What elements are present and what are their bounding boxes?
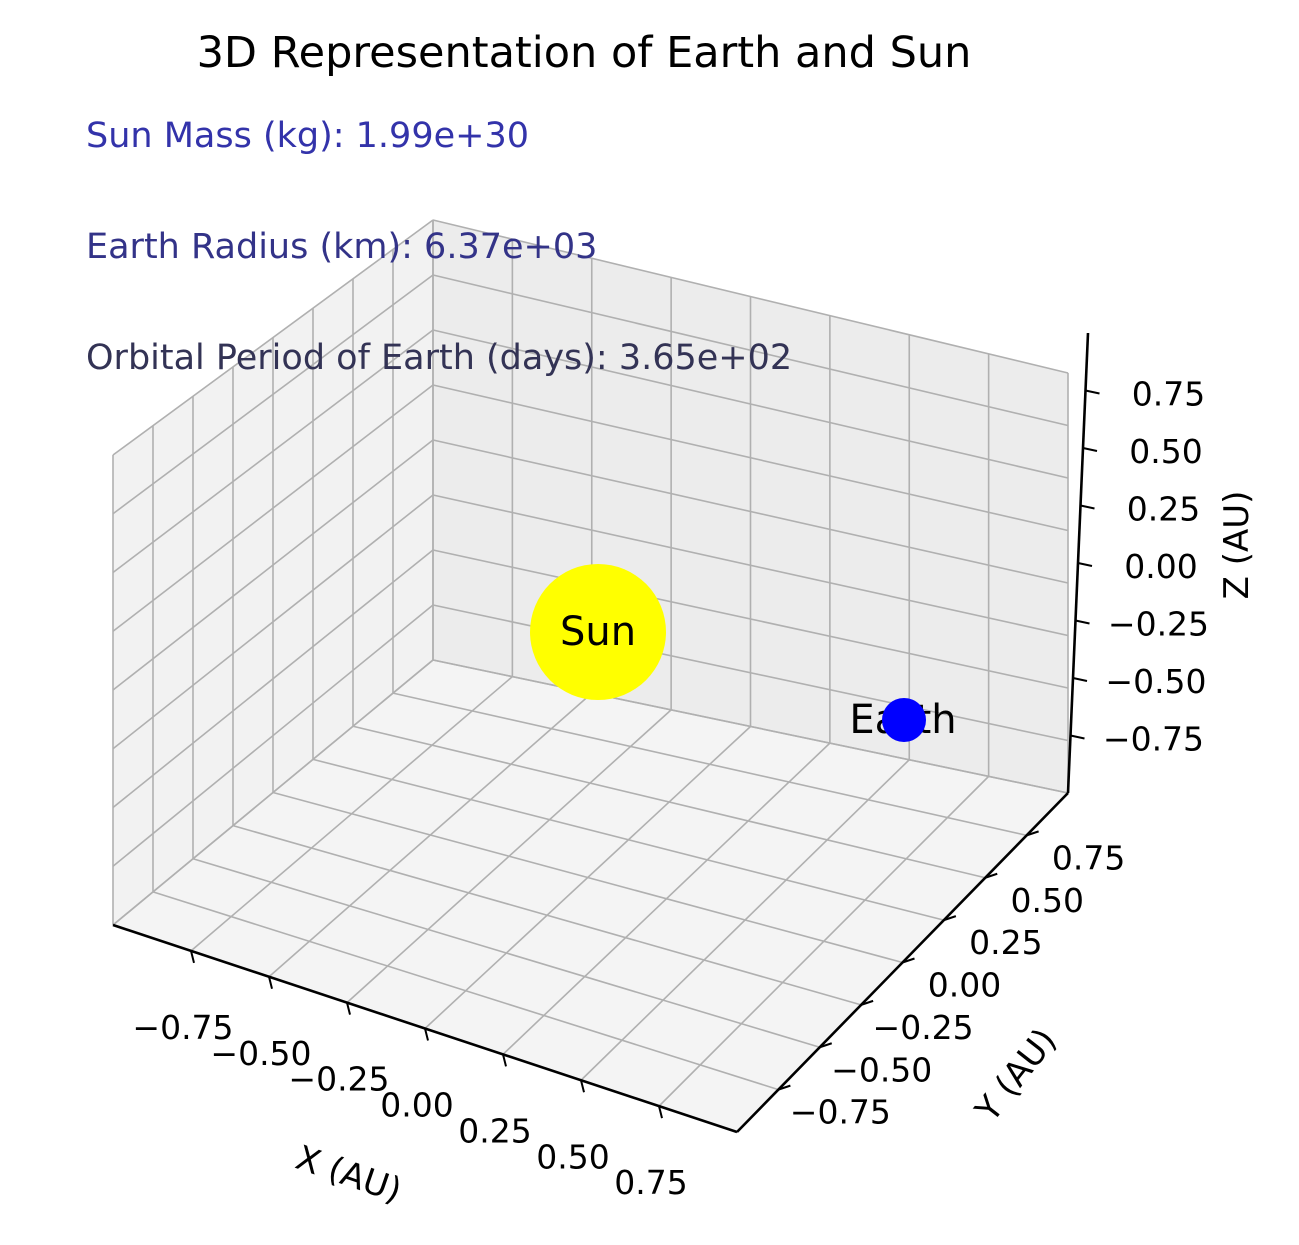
x-tick: [190, 950, 195, 964]
x-tick-label: 0.50: [536, 1137, 609, 1176]
z-tick: [1075, 619, 1090, 625]
x-tick-label: −0.75: [132, 1008, 233, 1047]
z-tick-label: −0.50: [1105, 662, 1206, 701]
grid-line: [272, 791, 903, 964]
z-tick-label: −0.75: [1103, 720, 1204, 759]
grid-line: [112, 274, 434, 515]
sun-label: Sun: [560, 609, 636, 655]
y-tick-label: 0.00: [928, 966, 1001, 1005]
y-axis-label: Y (AU): [967, 1021, 1065, 1130]
x-tick-label: 0.75: [614, 1163, 687, 1202]
x-tick-label: −0.50: [210, 1034, 311, 1073]
grid-line: [112, 219, 434, 456]
z-tick: [1070, 734, 1085, 740]
tick-marks: [190, 389, 1100, 1119]
data-points: SunEarth: [530, 564, 957, 743]
sun-marker: [530, 564, 666, 700]
x-tick: [502, 1054, 507, 1067]
grid-line: [432, 329, 1069, 479]
z-tick-label: 0.75: [1132, 375, 1205, 414]
z-tick: [1080, 504, 1095, 510]
grid-line: [658, 775, 990, 1107]
earth-marker: [882, 698, 926, 742]
z-tick: [1085, 389, 1100, 395]
grid-line: [502, 742, 831, 1055]
y-tick: [860, 999, 874, 1006]
x-tick: [658, 1105, 663, 1119]
chart-title: 3D Representation of Earth and Sun: [197, 28, 972, 78]
x-tick-label: −0.25: [288, 1060, 389, 1099]
z-tick-label: 0.50: [1129, 432, 1202, 471]
grid-line: [352, 725, 986, 879]
annotation-sun-mass: Sun Mass (kg): 1.99e+30: [86, 116, 529, 156]
x-tick: [424, 1028, 429, 1041]
y-tick-label: −0.25: [873, 1008, 974, 1047]
grid-line: [112, 439, 434, 691]
z-tick-label: −0.25: [1108, 605, 1209, 644]
grid-line: [432, 219, 1069, 374]
z-tick: [1077, 562, 1093, 567]
grid-line: [112, 659, 434, 926]
annotation-earth-radius: Earth Radius (km): 6.37e+03: [86, 227, 597, 267]
tick-labels: −0.75−0.75−0.75−0.50 −0.50−0.50−0.25−0.25…: [132, 375, 1209, 1203]
y-tick: [902, 957, 915, 964]
z-tick: [1072, 677, 1088, 682]
y-tick-label: −0.50: [831, 1050, 932, 1089]
grid-line: [580, 759, 910, 1081]
y-tick: [778, 1084, 791, 1091]
y-tick: [1026, 830, 1039, 837]
x-tick: [580, 1080, 585, 1093]
x-tick: [346, 1002, 351, 1015]
grid-line: [432, 439, 1069, 584]
annotation-orbital-period: Orbital Period of Earth (days): 3.65e+02: [86, 338, 792, 378]
y-tick-label: −0.75: [790, 1093, 891, 1132]
y-tick-label: 0.75: [1052, 838, 1125, 877]
y-tick-label: 0.25: [969, 923, 1042, 962]
grid-line: [112, 384, 434, 632]
y-tick-label: 0.50: [1011, 881, 1084, 920]
grid-line: [432, 384, 1069, 532]
x-tick-label: 0.25: [458, 1111, 531, 1150]
grid-line: [432, 659, 1069, 794]
z-axis-label: Z (AU): [1217, 491, 1257, 600]
grid-line: [112, 329, 434, 574]
x-axis-label: X (AU): [291, 1138, 407, 1211]
grid-line: [392, 692, 1027, 837]
grid-line: [312, 758, 945, 921]
y-tick: [943, 915, 957, 922]
z-tick: [1082, 447, 1098, 452]
y-tick: [819, 1042, 833, 1049]
z-tick-label: 0.00: [1124, 547, 1197, 586]
y-tick: [984, 872, 998, 879]
x-tick-label: 0.00: [380, 1086, 453, 1125]
z-tick-label: 0.25: [1127, 490, 1200, 529]
x-tick: [268, 976, 273, 989]
grid-line: [432, 274, 1069, 427]
